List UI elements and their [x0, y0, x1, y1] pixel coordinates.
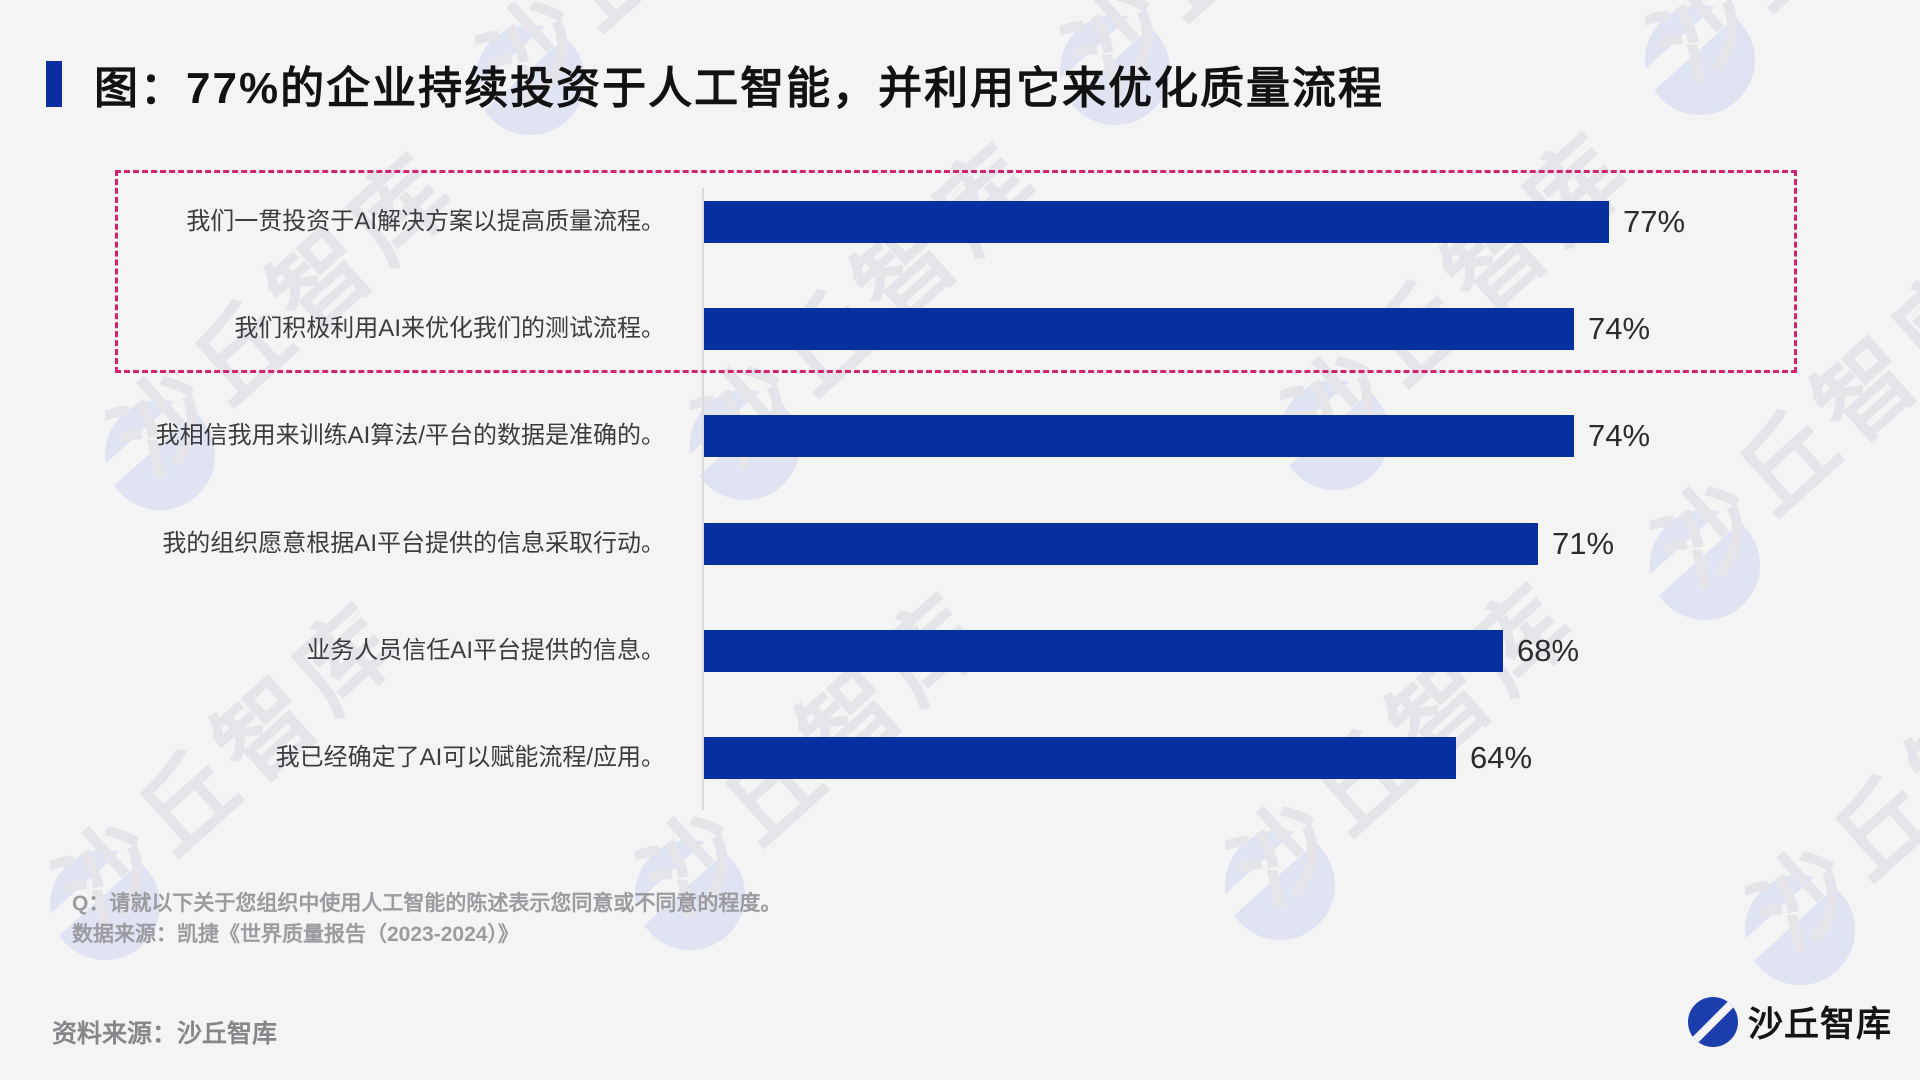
highlight-box	[115, 170, 1797, 373]
bar-row: 我们积极利用AI来优化我们的测试流程。 74%	[0, 308, 1920, 350]
bar-row: 我的组织愿意根据AI平台提供的信息采取行动。 71%	[0, 523, 1920, 565]
bar-fill	[704, 630, 1503, 672]
watermark-pie-icon	[1645, 5, 1755, 115]
bar-category-label: 我已经确定了AI可以赋能流程/应用。	[275, 744, 665, 771]
bar-row: 我们一贯投资于AI解决方案以提高质量流程。 77%	[0, 201, 1920, 243]
bar-fill	[704, 308, 1574, 350]
bar-fill	[704, 523, 1538, 565]
bar-category-label: 我们积极利用AI来优化我们的测试流程。	[234, 315, 665, 342]
bar-category-label: 我们一贯投资于AI解决方案以提高质量流程。	[186, 208, 665, 235]
bar-row: 我相信我用来训练AI算法/平台的数据是准确的。 74%	[0, 415, 1920, 457]
watermark-pie-icon	[1225, 830, 1335, 940]
brand-logo: 沙丘智库	[1688, 996, 1892, 1047]
bar-value-label: 77%	[1623, 204, 1686, 239]
brand-logo-icon	[1688, 996, 1738, 1047]
bar-value-label: 74%	[1588, 311, 1651, 346]
bar-category-label: 我的组织愿意根据AI平台提供的信息采取行动。	[162, 530, 665, 557]
bar-fill	[704, 201, 1609, 243]
bar-value-label: 71%	[1552, 526, 1615, 561]
bar-category-label: 我相信我用来训练AI算法/平台的数据是准确的。	[155, 422, 665, 449]
footnote-data-source: 数据来源：凯捷《世界质量报告（2023-2024）》	[72, 923, 519, 946]
watermark-text: 沙丘智库	[1632, 0, 1920, 100]
bar-chart: 我们一贯投资于AI解决方案以提高质量流程。 77% 我们积极利用AI来优化我们的测试…	[0, 180, 1920, 830]
bar-row: 我已经确定了AI可以赋能流程/应用。 64%	[0, 737, 1920, 779]
footnote-question: Q：请就以下关于您组织中使用人工智能的陈述表示您同意或不同意的程度。	[72, 892, 782, 915]
title-block: 图：77%的企业持续投资于人工智能，并利用它来优化质量流程	[46, 52, 1384, 116]
title-accent-bar	[46, 61, 62, 107]
bar-fill	[704, 415, 1574, 457]
bar-value-label: 64%	[1470, 740, 1533, 775]
bar-value-label: 74%	[1588, 418, 1651, 453]
bar-row: 业务人员信任AI平台提供的信息。 68%	[0, 630, 1920, 672]
brand-logo-text: 沙丘智库	[1748, 1005, 1893, 1044]
bar-fill	[704, 737, 1456, 779]
watermark-pie-icon	[1745, 875, 1855, 985]
page-title: 图：77%的企业持续投资于人工智能，并利用它来优化质量流程	[94, 64, 1385, 113]
footer-source: 资料来源：沙丘智库	[52, 1020, 278, 1048]
footnotes: Q：请就以下关于您组织中使用人工智能的陈述表示您同意或不同意的程度。 数据来源：…	[72, 888, 781, 950]
bar-category-label: 业务人员信任AI平台提供的信息。	[306, 637, 665, 664]
bar-value-label: 68%	[1517, 633, 1580, 668]
